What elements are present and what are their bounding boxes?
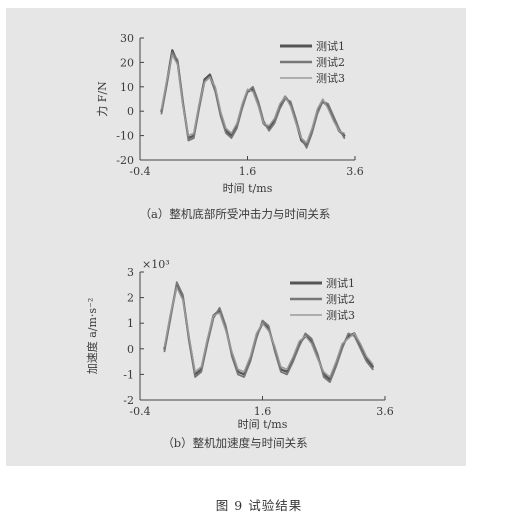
y-axis-label: 加速度 a/m·s⁻² (85, 298, 99, 375)
legend: 测试1 测试2 测试3 (290, 277, 355, 322)
y-tick-label: 0 (127, 105, 134, 118)
figure-panel (6, 8, 466, 466)
y-tick-label: 3 (127, 266, 134, 279)
x-tick-label: -0.4 (129, 165, 150, 178)
x-tick-label: 1.6 (239, 165, 257, 178)
y-tick-label: -1 (123, 368, 134, 381)
y-tick-label: 30 (120, 32, 134, 45)
y-tick-label: -2 (123, 394, 134, 407)
series-line-2 (163, 281, 374, 383)
chart-caption: （a）整机底部所受冲击力与时间关系 (140, 207, 331, 221)
x-tick-label: 3.6 (376, 405, 394, 418)
y-tick-label: 20 (120, 56, 134, 69)
y-tick-label: -20 (116, 154, 134, 167)
legend-label: 测试1 (326, 277, 355, 290)
legend-label: 测试1 (316, 40, 345, 53)
x-tick-label: 3.6 (346, 165, 364, 178)
legend-label: 测试2 (316, 56, 345, 69)
x-axis-label: 时间 t/ms (238, 418, 288, 431)
legend-label: 测试3 (326, 309, 355, 322)
y-tick-label: 0 (127, 343, 134, 356)
chart-caption: （b）整机加速度与时间关系 (162, 436, 307, 450)
series-line-3 (163, 286, 374, 378)
y-scale-label: ×10³ (142, 258, 170, 271)
legend: 测试1 测试2 测试3 (280, 40, 345, 85)
series-line-3 (160, 54, 345, 144)
chart-2: 3 2 1 0 -1 -2-0.4 1.6 3.6 时间 t/ms 加速度 a/m·s⁻² ×10³… (85, 258, 394, 450)
y-tick-label: 10 (120, 81, 134, 94)
y-tick-label: 2 (127, 292, 134, 305)
y-axis-label: 力 F/N (96, 81, 109, 117)
x-tick-label: 1.6 (254, 405, 272, 418)
figure-title: 图 9 试验结果 (215, 498, 303, 513)
y-tick-label: 1 (127, 317, 134, 330)
legend-label: 测试2 (326, 293, 355, 306)
x-tick-label: -0.4 (129, 405, 150, 418)
series-line-2 (160, 51, 346, 149)
legend-label: 测试3 (316, 72, 345, 85)
x-axis-label: 时间 t/ms (223, 182, 273, 195)
y-tick-label: -10 (116, 130, 134, 143)
